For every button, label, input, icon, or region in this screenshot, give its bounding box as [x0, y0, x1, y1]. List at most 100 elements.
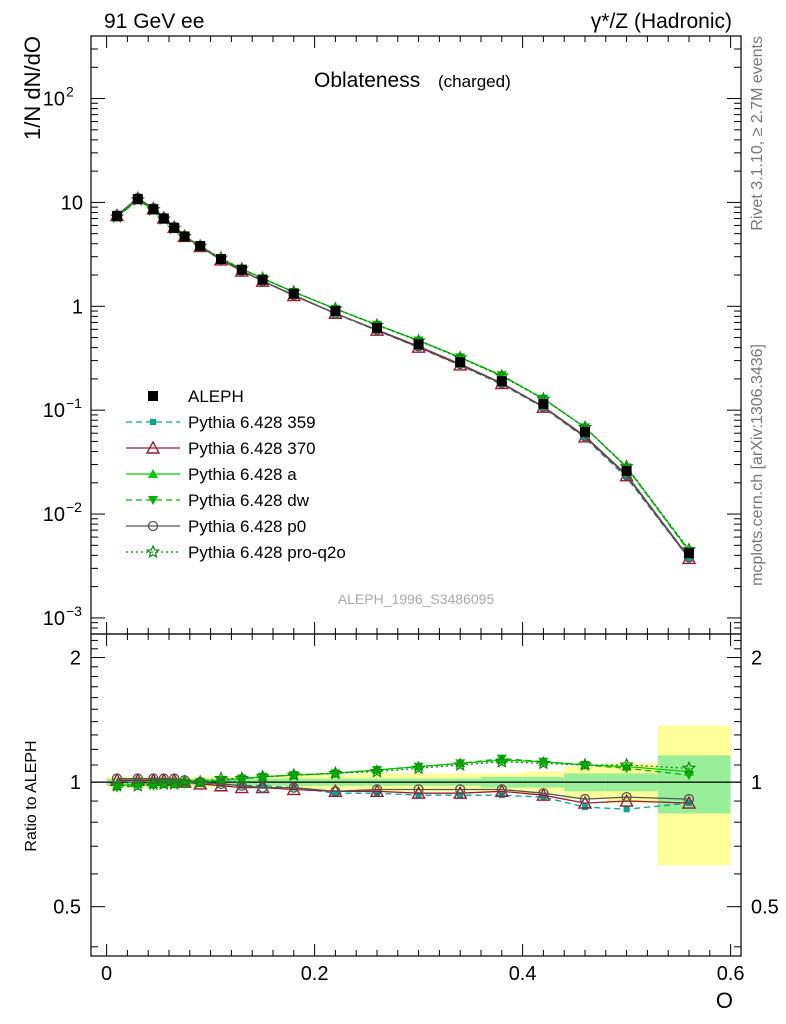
marker-circle-open: [215, 778, 227, 790]
y-tick-label: 10 −2: [43, 499, 82, 526]
analysis-watermark: ALEPH_1996_S3486095: [338, 591, 495, 607]
marker-circle-open: [147, 520, 159, 532]
marker-circle-open: [579, 793, 591, 805]
ratio-tick-label-right: 0.5: [751, 897, 779, 919]
y-tick-label-base: 10: [43, 400, 65, 422]
marker-square: [288, 288, 299, 299]
y-tick-label-base: 10: [61, 192, 83, 214]
y-tick-label: 10: [61, 192, 83, 214]
legend-label: Pythia 6.428 359: [188, 413, 316, 432]
y-tick-label-base: 1: [72, 296, 83, 318]
marker-square: [496, 376, 507, 387]
marker-star-open: [193, 774, 208, 789]
y-tick-label-exp: 2: [66, 84, 74, 100]
ratio-tick-label: 2: [70, 648, 81, 670]
marker-triangle-down: [538, 757, 549, 767]
marker-circle-open: [330, 786, 341, 797]
marker-square: [623, 806, 630, 813]
marker-triangle-up: [148, 469, 158, 478]
marker-square: [413, 339, 424, 350]
marker-square: [158, 213, 169, 224]
marker-triangle-open: [536, 787, 551, 801]
marker-triangle-open: [213, 778, 229, 792]
y-tick-label: 10 2: [43, 84, 74, 111]
x-tick-label: 0.4: [509, 963, 537, 985]
marker-star-open: [681, 760, 697, 775]
marker-square: [236, 264, 247, 275]
legend: ALEPH Pythia 6.428 359 Pythia 6.428 370 Pyt…: [126, 387, 346, 562]
ratio-frame: [90, 633, 742, 957]
marker-circle-open: [158, 773, 169, 784]
x-tick-label: 0.6: [717, 963, 745, 985]
marker-circle-open: [132, 773, 143, 784]
legend-label: ALEPH: [188, 387, 244, 406]
marker-circle-open: [413, 784, 424, 795]
ratio-series-line: [116, 779, 690, 810]
marker-circle-open: [288, 782, 299, 793]
y-tick-label-exp: −3: [66, 603, 82, 619]
marker-star-open: [453, 757, 468, 772]
main-panel: [109, 191, 697, 565]
marker-square: [686, 555, 692, 562]
marker-star-open: [286, 767, 301, 782]
legend-label: Pythia 6.428 a: [188, 465, 297, 484]
marker-star-open: [577, 757, 593, 772]
y-axis-label: 1/N dN/dO: [20, 36, 45, 140]
y-tick-label-base: 10: [43, 89, 65, 111]
marker-triangle-open: [286, 781, 301, 796]
marker-square: [415, 792, 422, 799]
marker-star-open: [234, 771, 249, 785]
marker-circle-open: [496, 784, 507, 795]
marker-square: [332, 790, 339, 797]
ratio-tick-label: 0.5: [53, 897, 81, 919]
marker-square: [621, 465, 632, 476]
legend-entry: Pythia 6.428 dw: [126, 491, 310, 510]
marker-square: [259, 782, 266, 789]
marker-square: [372, 322, 382, 333]
marker-square: [169, 222, 180, 233]
legend-label: Pythia 6.428 dw: [188, 491, 310, 510]
ratio-series-line: [117, 777, 690, 800]
marker-triangle-down: [684, 771, 694, 781]
ratio-panel: [91, 725, 741, 866]
band-inner: [657, 755, 731, 814]
marker-square: [257, 274, 268, 285]
marker-triangle-open: [494, 783, 509, 798]
marker-circle-open: [538, 788, 549, 799]
marker-circle-open: [621, 791, 632, 803]
marker-triangle-down: [413, 762, 424, 772]
y-tick-label-base: 10: [43, 504, 65, 526]
marker-square: [684, 548, 694, 559]
y-tick-label: 1: [72, 296, 83, 318]
y-tick-label-exp: −1: [66, 395, 82, 411]
legend-entry: Pythia 6.428 pro-q2o: [126, 543, 346, 562]
marker-square: [112, 210, 122, 221]
marker-circle-open: [683, 793, 695, 805]
marker-star-open: [411, 760, 426, 775]
marker-star-open: [536, 755, 551, 770]
x-axis-label: O: [716, 988, 733, 1013]
marker-star-open: [619, 757, 634, 772]
y-tick-label: 10 −3: [43, 603, 82, 630]
marker-triangle-down: [496, 754, 507, 764]
marker-star-open: [255, 769, 270, 783]
marker-square: [195, 241, 206, 252]
marker-square: [216, 254, 226, 265]
marker-star-open: [213, 771, 229, 785]
marker-square: [538, 398, 549, 409]
side-mcplots: mcplots.cern.ch [arXiv:1306.3436]: [749, 344, 766, 586]
marker-star-open: [328, 765, 343, 780]
marker-square: [580, 426, 590, 437]
chart-title-suffix: (charged): [438, 72, 511, 91]
marker-star-open: [369, 764, 385, 778]
marker-square: [148, 391, 158, 401]
marker-square: [330, 306, 341, 317]
y-tick-label-base: 10: [43, 608, 65, 630]
marker-triangle-open: [145, 440, 161, 454]
x-tick-label: 0.2: [301, 963, 329, 985]
marker-triangle-open: [234, 780, 249, 794]
marker-star-open: [109, 778, 125, 792]
legend-entry: Pythia 6.428 a: [126, 465, 297, 484]
marker-star-open: [494, 754, 509, 768]
